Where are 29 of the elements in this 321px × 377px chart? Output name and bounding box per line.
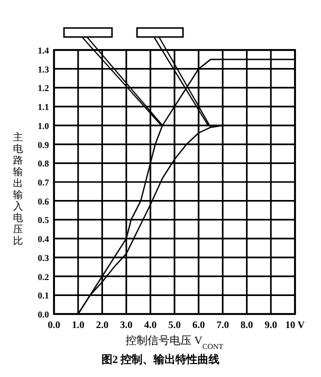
x-tick-label: 2.0 [96,320,108,331]
x-axis-title: 控制信号电压 V$_{CONT}$ [126,334,224,350]
x-tick-label: 8.0 [240,320,254,331]
y-tick-label: 0.6 [38,196,50,206]
y-tick-label: 0.9 [38,140,50,150]
x-tick-label: 3.0 [120,320,133,331]
y-tick-label: 0.8 [38,158,50,169]
y-tick-label: 0.0 [38,310,50,320]
text: 图2 控制、输出特性曲线 [101,353,220,366]
y-tick-label: 0.5 [38,215,50,226]
y-tick-label: 1.4 [38,46,50,56]
x-tick-label: 10 V [285,320,306,331]
y-tick-label: 1.1 [38,102,50,112]
x-tick-label: 7.0 [216,320,229,331]
x-tick-label: 0.0 [48,320,60,331]
y-tick-label: 1.3 [38,64,50,74]
text: 主电路输出输入电压比 [13,132,23,247]
y-tick-label: 1.2 [38,83,50,94]
y-tick-label: 0.3 [38,252,50,263]
x-tick-label: 1.0 [72,320,84,331]
x-tick-label: 5.0 [168,320,181,331]
y-tick-label: 1.0 [38,120,50,131]
y-tick-label: 0.2 [38,272,50,282]
x-tick-label: 6.0 [192,320,205,331]
y-tick-label: 0.4 [38,234,50,244]
y-tick-label: 0.7 [38,178,50,188]
y-tick-label: 0.1 [38,290,50,301]
x-tick-label: 9.0 [264,320,278,331]
x-tick-label: 4.0 [144,320,157,331]
